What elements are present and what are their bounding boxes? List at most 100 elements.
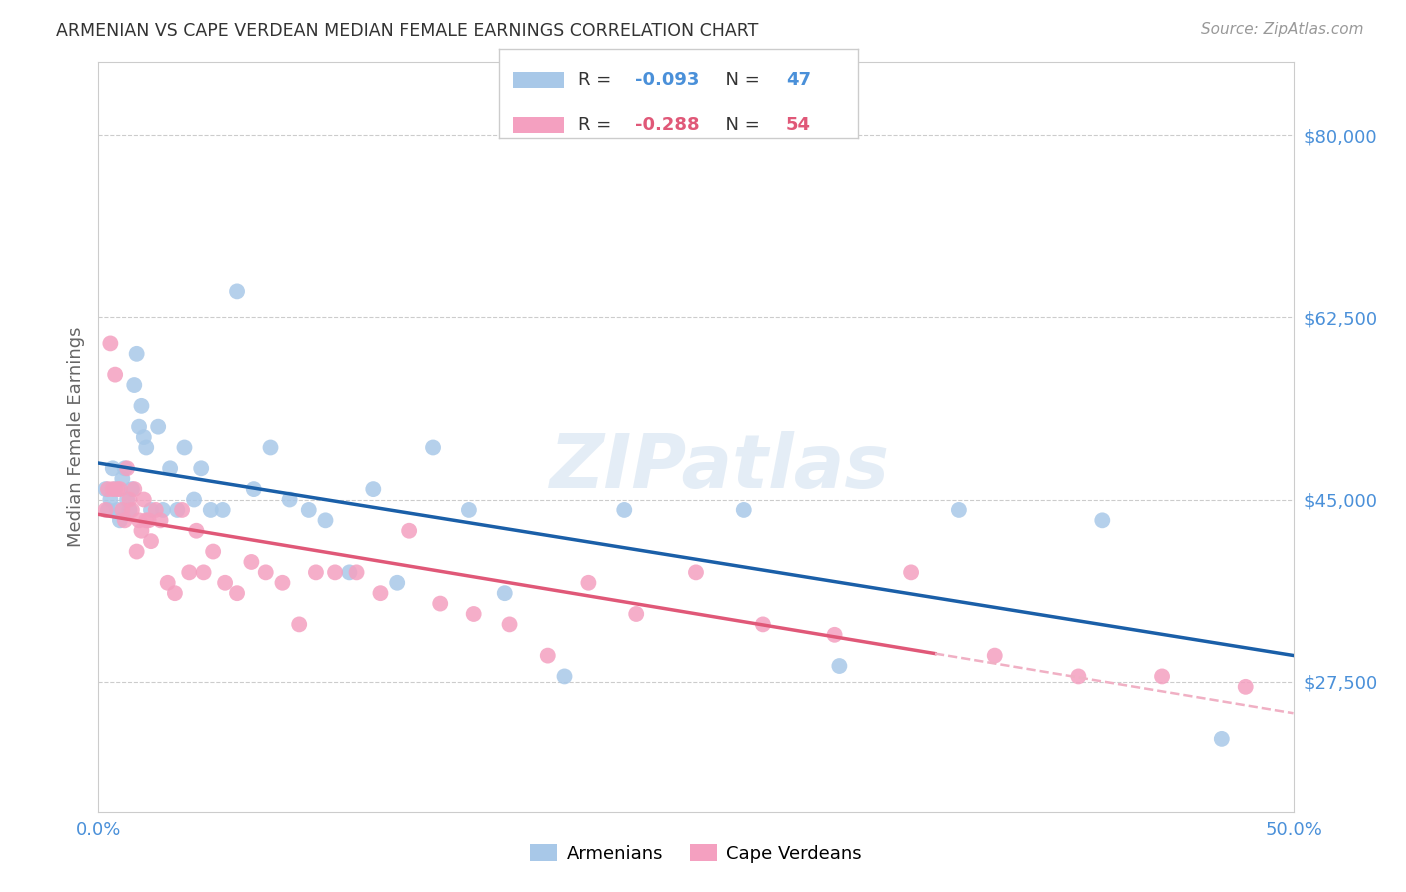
Point [138,513,160,527]
Point [537,648,560,663]
Text: ZIPatlas: ZIPatlas [550,431,890,504]
Point [498,617,520,632]
Point [148,419,170,434]
Point [339,566,361,580]
Point [685,566,707,580]
Y-axis label: Median Female Earnings: Median Female Earnings [66,326,84,548]
Point [139,503,162,517]
Point [104,368,127,382]
Point [139,534,162,549]
Text: ARMENIAN VS CAPE VERDEAN MEDIAN FEMALE EARNINGS CORRELATION CHART: ARMENIAN VS CAPE VERDEAN MEDIAN FEMALE E… [56,22,759,40]
Point [824,628,846,642]
Point [131,399,153,413]
Point [107,482,129,496]
Point [135,513,157,527]
Point [1091,513,1114,527]
Point [94,482,117,496]
Point [149,513,172,527]
Point [114,461,136,475]
Point [98,336,122,351]
Text: N =: N = [714,71,766,89]
Point [128,513,150,527]
Point [115,492,138,507]
Point [278,492,301,507]
Point [104,482,127,496]
Text: 54: 54 [786,116,811,134]
Point [315,513,337,527]
Text: -0.093: -0.093 [636,71,700,89]
Point [156,575,179,590]
Point [214,575,236,590]
Legend: Armenians, Cape Verdeans: Armenians, Cape Verdeans [523,837,869,870]
Point [94,503,117,517]
Text: R =: R = [578,116,617,134]
Point [298,503,321,517]
Point [900,566,922,580]
Point [135,441,157,455]
Point [124,482,146,496]
Text: -0.288: -0.288 [636,116,700,134]
Point [305,566,328,580]
Point [115,461,138,475]
Point [108,513,131,527]
Point [125,544,148,558]
Point [111,472,134,486]
Point [179,566,201,580]
Point [494,586,516,600]
Point [124,378,146,392]
Point [132,492,155,507]
Point [1234,680,1257,694]
Point [193,566,215,580]
Point [363,482,385,496]
Point [422,441,444,455]
Point [118,503,141,517]
FancyBboxPatch shape [513,117,564,133]
Point [613,503,636,517]
Point [121,482,143,496]
Point [458,503,481,517]
Point [626,607,648,621]
Point [370,586,392,600]
Point [346,566,368,580]
Point [211,503,233,517]
Point [125,347,148,361]
Point [163,586,186,600]
Point [1067,669,1090,683]
Point [271,575,294,590]
Point [132,430,155,444]
Point [101,461,124,475]
Point [101,482,124,496]
Point [183,492,205,507]
Point [131,524,153,538]
Text: Source: ZipAtlas.com: Source: ZipAtlas.com [1201,22,1364,37]
Point [186,524,208,538]
Point [114,513,136,527]
Point [1211,731,1233,746]
Point [108,482,131,496]
Point [97,503,120,517]
Point [463,607,485,621]
FancyBboxPatch shape [513,72,564,88]
Point [385,575,409,590]
Point [172,503,194,517]
Point [166,503,188,517]
Point [107,503,129,517]
Point [752,617,775,632]
Point [948,503,970,517]
Point [578,575,600,590]
Text: R =: R = [578,71,617,89]
Point [128,419,150,434]
Point [554,669,576,683]
Point [984,648,1007,663]
Point [226,586,249,600]
Text: 47: 47 [786,71,811,89]
Point [398,524,420,538]
Point [240,555,263,569]
Text: N =: N = [714,116,766,134]
Point [828,659,851,673]
Point [173,441,195,455]
Point [1152,669,1174,683]
Point [202,544,225,558]
Point [121,503,143,517]
Point [190,461,212,475]
